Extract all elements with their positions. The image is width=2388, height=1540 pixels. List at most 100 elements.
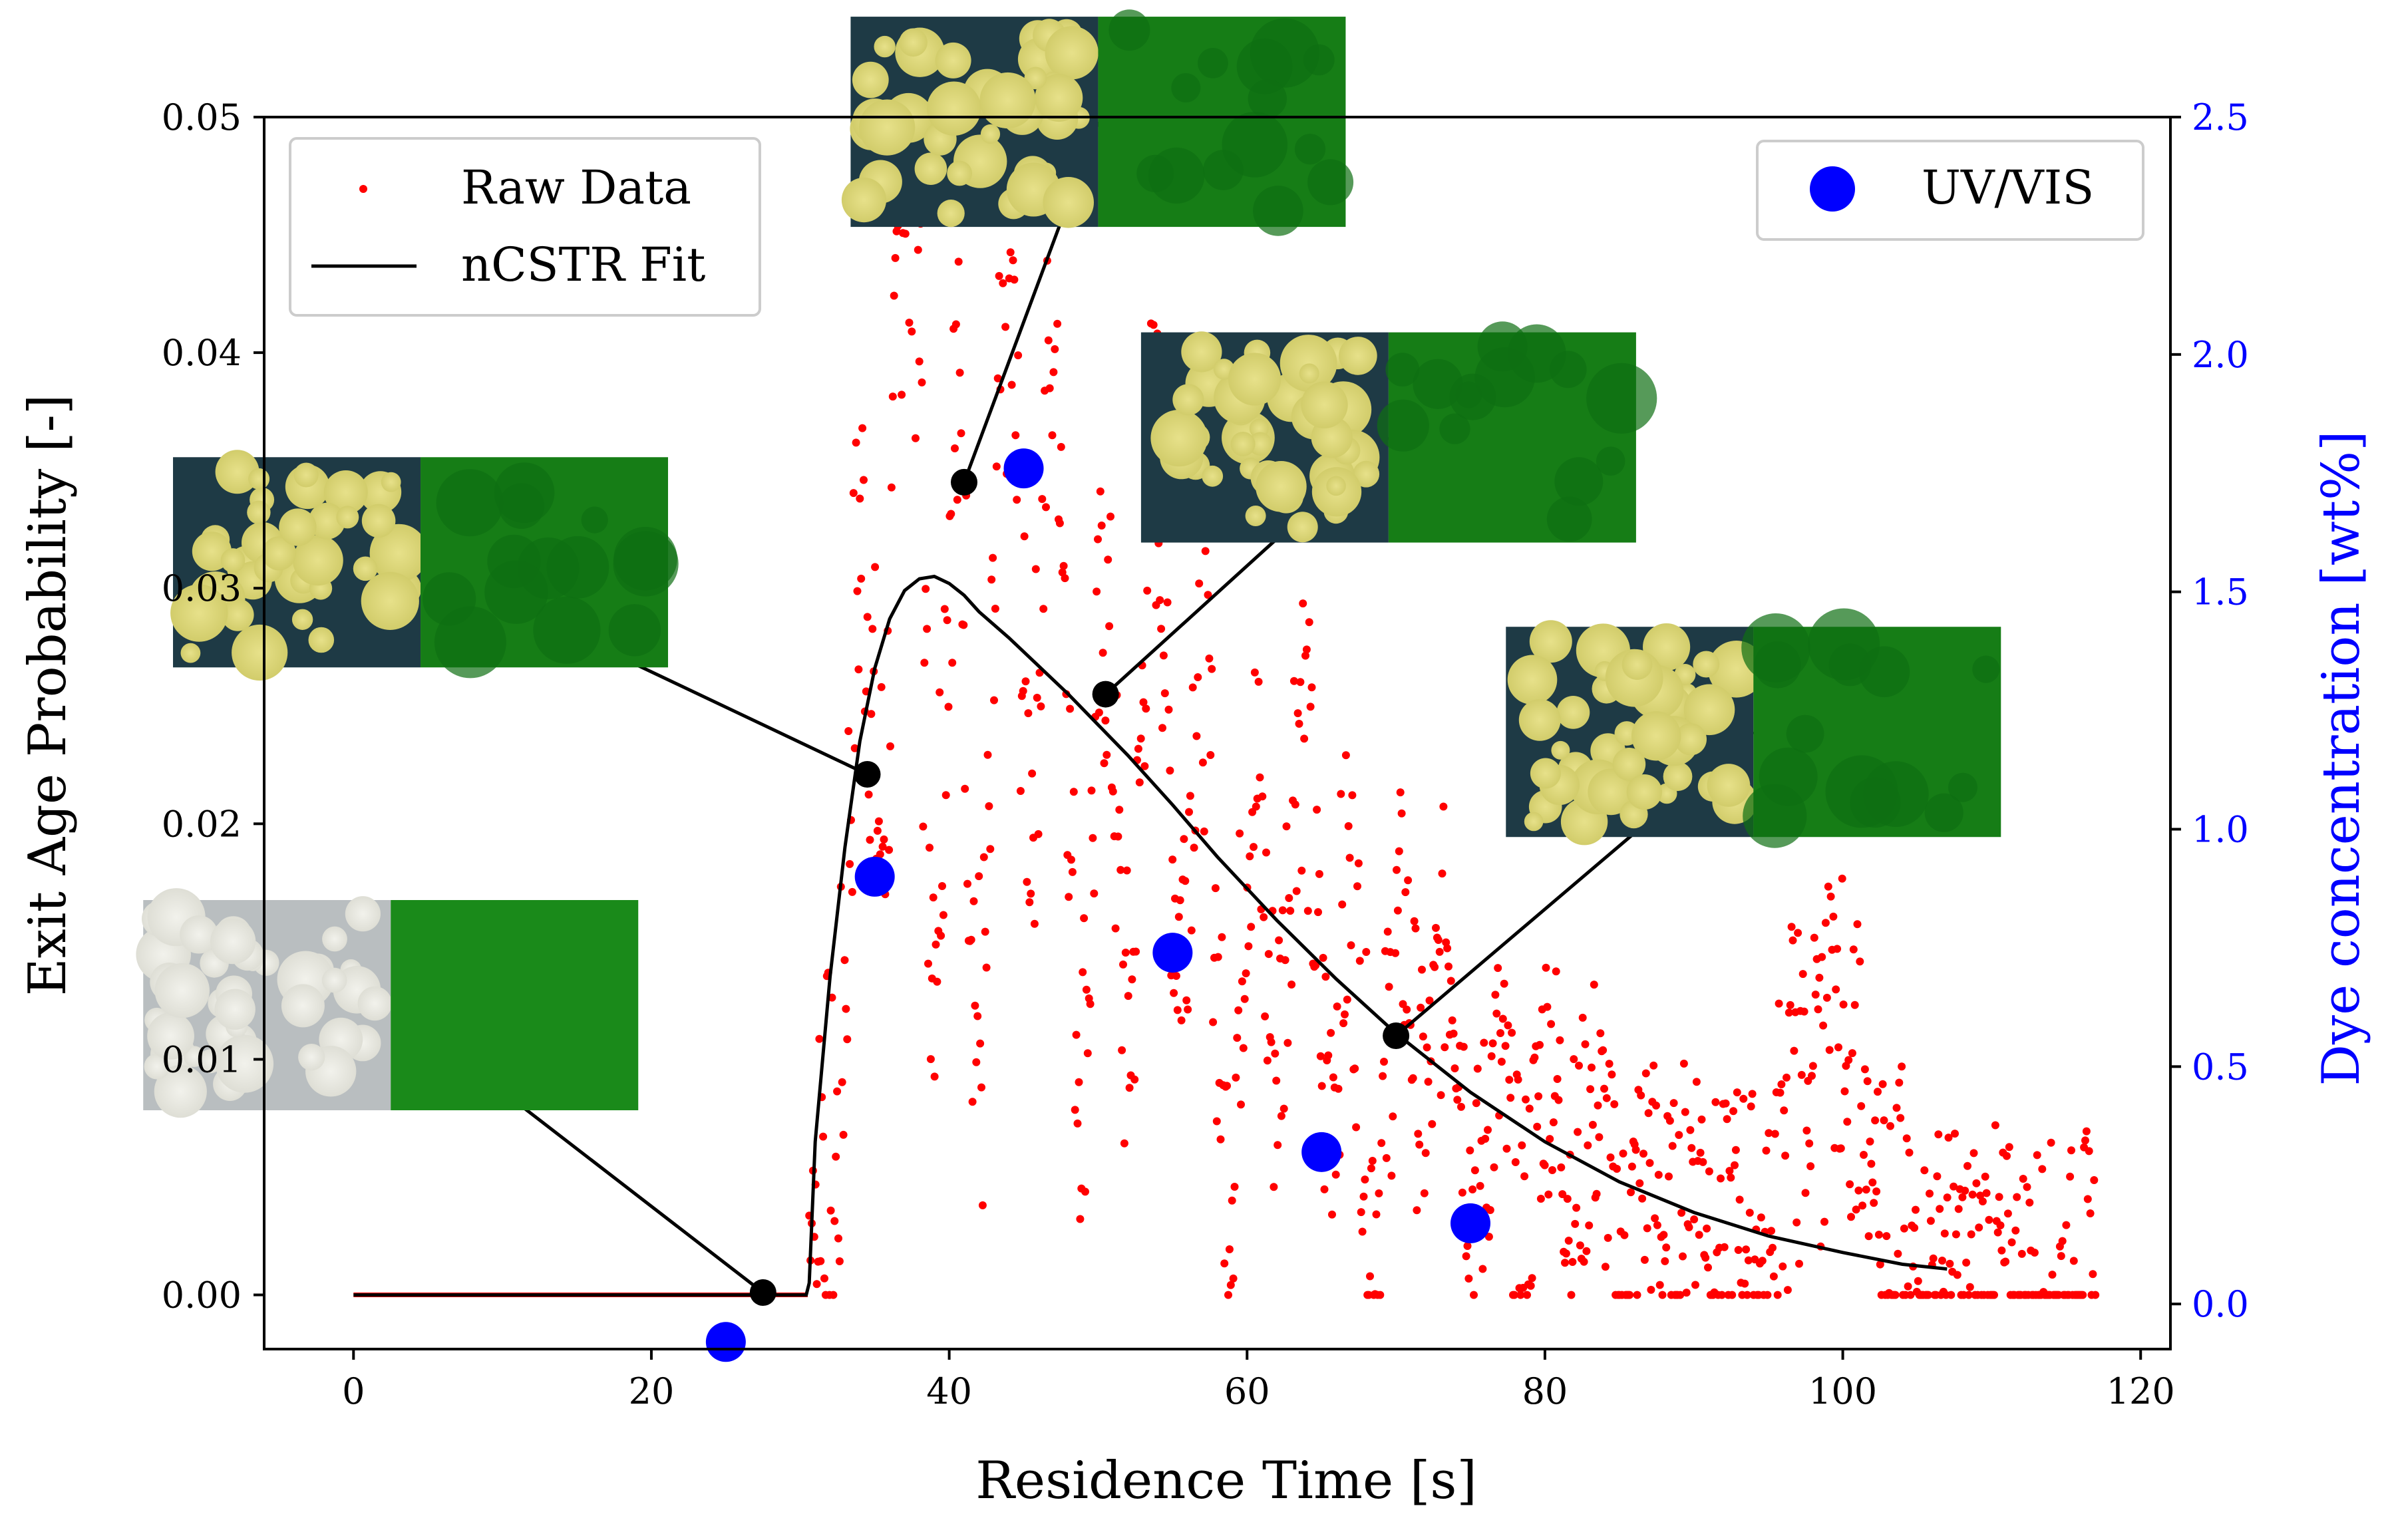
raw-data-point: [1448, 1016, 1456, 1024]
raw-data-point: [1658, 1291, 1667, 1299]
raw-data-point: [1757, 1213, 1765, 1222]
raw-data-point: [987, 575, 996, 584]
raw-data-point: [1798, 970, 1807, 979]
raw-data-point: [1121, 949, 1130, 957]
raw-data-point: [1260, 913, 1268, 921]
raw-data-point: [951, 320, 960, 329]
raw-data-point: [1491, 991, 1500, 999]
raw-data-point: [2033, 1151, 2041, 1159]
raw-data-point: [1250, 843, 1258, 851]
raw-data-point: [1548, 1166, 1556, 1174]
annotation-green-shade: [1148, 147, 1205, 204]
raw-data-point: [938, 882, 946, 890]
raw-data-point: [2081, 1136, 2089, 1145]
raw-data-point: [1929, 1254, 1938, 1263]
annotation-photo-flake: [841, 178, 887, 223]
raw-data-point: [1997, 1246, 2006, 1255]
raw-data-point: [1111, 924, 1120, 933]
annotation-photo-flake: [935, 42, 971, 78]
raw-data-point: [975, 872, 983, 881]
raw-data-point: [1982, 1189, 1991, 1197]
raw-data-point: [834, 1234, 842, 1243]
raw-data-point: [812, 1280, 821, 1289]
raw-data-point: [856, 494, 864, 503]
raw-data-point: [1829, 912, 1838, 921]
raw-data-point: [1924, 1291, 1933, 1299]
annotation-photo-flake: [1530, 758, 1561, 789]
raw-data-point: [1463, 1242, 1472, 1250]
raw-data-point: [1729, 1107, 1738, 1116]
raw-data-point: [1910, 1223, 1919, 1232]
raw-data-point: [1481, 1134, 1490, 1143]
raw-data-point: [1991, 1121, 1999, 1130]
annotation-green-shade: [581, 506, 608, 534]
raw-data-point: [1685, 1223, 1693, 1231]
raw-data-point: [1717, 1174, 1725, 1183]
raw-data-point: [1721, 1099, 1730, 1108]
raw-data-point: [1773, 1291, 1782, 1299]
raw-data-point: [1695, 1231, 1703, 1239]
raw-data-point: [1186, 792, 1194, 800]
raw-data-point: [1089, 834, 1097, 842]
raw-data-point: [1134, 744, 1142, 753]
raw-data-point: [2048, 1271, 2057, 1279]
raw-data-point: [1742, 1245, 1751, 1254]
raw-data-point: [1725, 1167, 1734, 1175]
raw-data-point: [2023, 1183, 2031, 1191]
raw-data-point: [1575, 1061, 1583, 1070]
raw-data-point: [1023, 877, 1031, 886]
raw-data-point: [1437, 1091, 1445, 1100]
raw-data-point: [1242, 969, 1250, 978]
raw-data-point: [1285, 894, 1293, 902]
raw-data-point: [1492, 1009, 1501, 1018]
raw-data-point: [1389, 1112, 1397, 1121]
raw-data-point: [1382, 1154, 1391, 1162]
raw-data-point: [953, 496, 961, 504]
raw-data-point: [1687, 1144, 1696, 1152]
raw-data-point: [1410, 917, 1419, 925]
annotation-photo-flake: [927, 81, 981, 136]
raw-data-point: [868, 625, 877, 633]
raw-data-point: [1458, 1188, 1466, 1197]
annotation-green-shade: [1743, 784, 1807, 848]
raw-data-point: [937, 931, 945, 940]
annotation-marker: [749, 1279, 776, 1307]
raw-data-point: [1274, 1141, 1282, 1150]
raw-data-point: [1188, 683, 1197, 692]
raw-data-point: [1516, 1291, 1525, 1299]
raw-data-point: [1391, 949, 1400, 957]
annotation-photo-flake: [1626, 774, 1662, 810]
raw-data-point: [1731, 1161, 1739, 1169]
raw-data-point: [972, 1058, 981, 1066]
raw-data-point: [1990, 1291, 1998, 1299]
raw-data-point: [1099, 649, 1107, 657]
raw-data-point: [1125, 1084, 1134, 1092]
raw-data-point: [1854, 1186, 1863, 1195]
raw-data-point: [1651, 1214, 1659, 1223]
raw-data-point: [1234, 1006, 1243, 1014]
annotation-photo-flake: [361, 504, 396, 538]
raw-data-point: [1581, 1040, 1590, 1048]
raw-data-point: [1779, 1262, 1787, 1271]
raw-data-point: [1229, 1274, 1238, 1283]
annotation-green-shade: [1385, 353, 1420, 386]
annotation-green-shade: [1596, 446, 1625, 476]
raw-data-point: [1232, 1073, 1240, 1082]
raw-data-point: [1307, 683, 1316, 692]
raw-data-point: [990, 696, 998, 704]
raw-data-point: [1496, 1029, 1504, 1037]
annotation-photo-flake: [1631, 711, 1681, 761]
raw-data-point: [1801, 1189, 1810, 1197]
raw-data-point: [857, 574, 866, 583]
raw-data-point: [1723, 1115, 1731, 1124]
raw-data-point: [1644, 1109, 1653, 1118]
raw-data-point: [1944, 1134, 1953, 1142]
raw-data-point: [1645, 1159, 1654, 1167]
annotation-photo-flake: [1663, 762, 1693, 792]
raw-data-point: [1053, 319, 1062, 328]
raw-data-point: [1576, 1241, 1584, 1250]
raw-data-point: [1115, 806, 1124, 814]
raw-data-point: [1552, 967, 1560, 976]
raw-data-point: [1765, 1129, 1773, 1138]
annotation-green-shade: [436, 469, 504, 537]
